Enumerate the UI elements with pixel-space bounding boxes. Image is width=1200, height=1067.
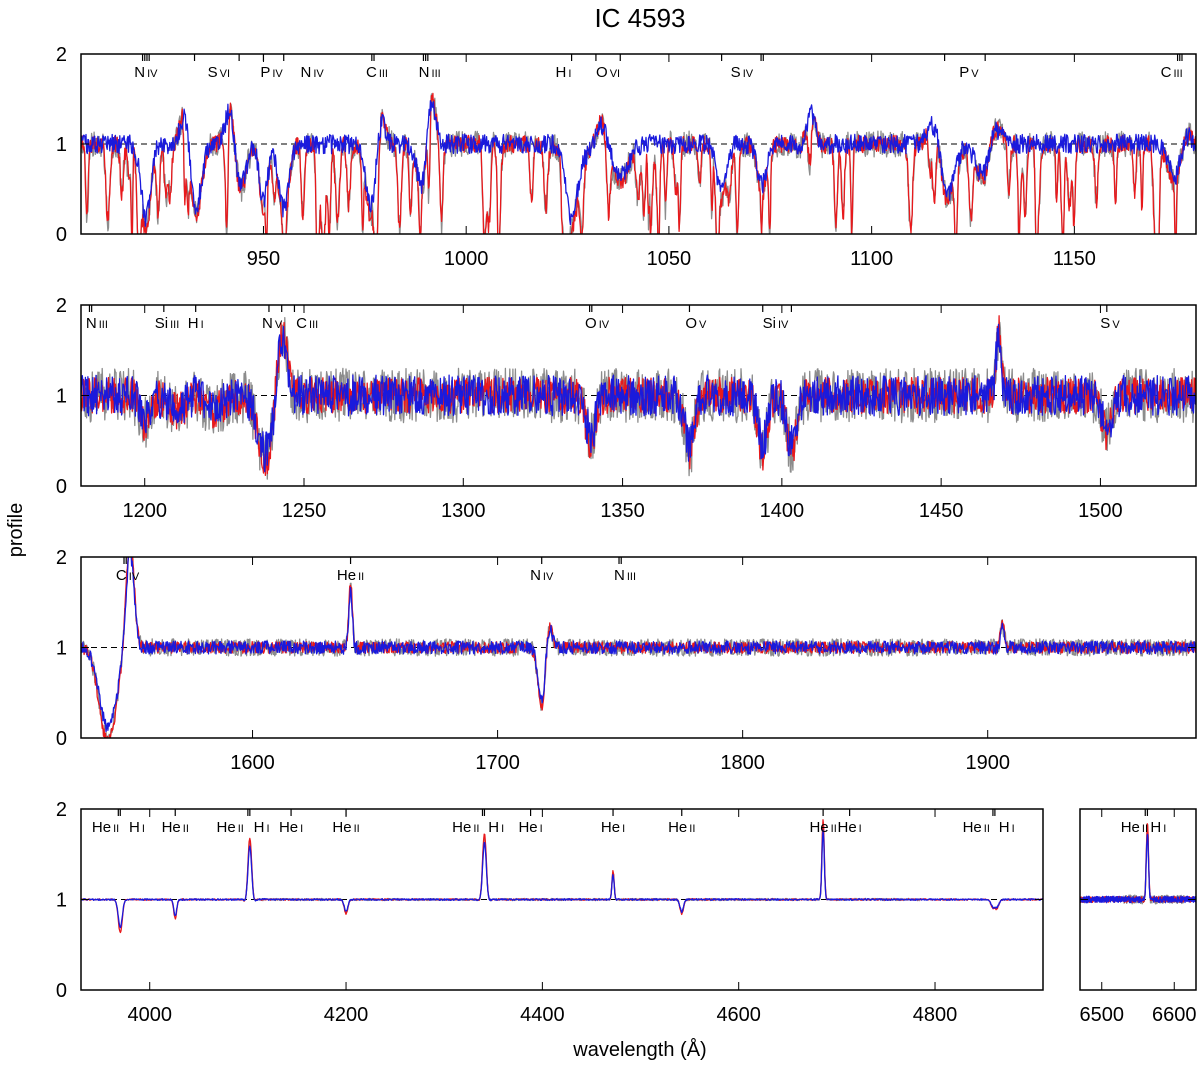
line-label: S VI	[208, 64, 230, 81]
y-tick-label: 1	[56, 134, 67, 156]
line-label: Si IV	[763, 315, 789, 332]
line-label: N IV	[134, 64, 158, 81]
x-tick-label: 4600	[716, 1004, 761, 1026]
x-tick-label: 1800	[720, 752, 765, 774]
line-label: O IV	[585, 315, 610, 332]
x-axis-label: wavelength (Å)	[572, 1038, 706, 1061]
line-label: C III	[366, 64, 388, 81]
series-model-b	[81, 557, 1196, 733]
series-model-b	[81, 323, 1196, 473]
line-label: N III	[86, 315, 108, 332]
x-tick-label: 1500	[1078, 500, 1123, 522]
line-label: O VI	[596, 64, 620, 81]
y-tick-label: 2	[56, 295, 67, 317]
line-label: N III	[614, 567, 636, 584]
y-tick-label: 2	[56, 44, 67, 66]
y-tick-label: 0	[56, 980, 67, 1002]
series-model-a	[81, 92, 1196, 234]
line-label: C III	[1161, 64, 1183, 81]
x-tick-label: 1450	[919, 500, 964, 522]
line-label: He II	[452, 819, 479, 836]
panel-4: 0 1 2 4000 4200 4400 4600 4800 He II H I He II He II H I H…	[56, 799, 1044, 1026]
y-tick-label: 0	[56, 476, 67, 498]
x-tick-label: 4400	[520, 1004, 565, 1026]
panel-3: 0 1 2 1600 1700 1800 1900 C IV He II N IV N III	[56, 547, 1197, 774]
line-label: He I	[279, 819, 303, 836]
x-tick-label: 6600	[1152, 1004, 1197, 1026]
line-label: He II	[217, 819, 244, 836]
line-label: Si III	[155, 315, 180, 332]
series-model-a	[81, 819, 1043, 934]
x-tick-label: 1200	[122, 500, 167, 522]
y-tick-label: 2	[56, 799, 67, 821]
x-tick-label: 1600	[230, 752, 275, 774]
y-tick-label: 2	[56, 547, 67, 569]
panel-1: 0 1 2 950 1000 1050 1100 1150 N IV S VI P IV N IV C III N I…	[56, 44, 1197, 270]
line-label: C IV	[116, 567, 140, 584]
x-tick-label: 1700	[475, 752, 520, 774]
y-tick-label: 1	[56, 638, 67, 660]
line-label: He I	[601, 819, 625, 836]
x-tick-label: 1100	[850, 248, 893, 270]
line-label: He I	[518, 819, 542, 836]
x-tick-label: 1050	[647, 248, 692, 270]
y-axis-label: profile	[5, 503, 27, 557]
panel-2: 0 1 2 1200 1250 1300 1350 1400 1450 1500 N III Si III…	[56, 295, 1197, 522]
y-tick-label: 0	[56, 224, 67, 246]
x-tick-label: 950	[247, 248, 280, 270]
chart-title: IC 4593	[594, 3, 685, 33]
line-label: C III	[296, 315, 318, 332]
y-tick-label: 1	[56, 890, 67, 912]
line-label: He II	[92, 819, 119, 836]
line-label: He I	[837, 819, 861, 836]
line-label: He II	[162, 819, 189, 836]
series-observation	[81, 93, 1196, 234]
line-label: He II	[1121, 819, 1148, 836]
line-label: He II	[668, 819, 695, 836]
x-tick-label: 1300	[441, 500, 486, 522]
x-tick-label: 1150	[1053, 248, 1096, 270]
line-label: P IV	[260, 64, 283, 81]
x-tick-label: 6500	[1080, 1004, 1125, 1026]
x-tick-label: 1400	[760, 500, 805, 522]
x-tick-label: 1000	[444, 248, 489, 270]
x-tick-label: 4800	[913, 1004, 958, 1026]
panel-5: 6500 6600 He II H I	[1079, 808, 1197, 1026]
y-tick-label: 1	[56, 386, 67, 408]
series-model-b	[81, 100, 1196, 227]
line-label: S IV	[731, 64, 754, 81]
x-tick-label: 1900	[965, 752, 1010, 774]
line-label: N IV	[300, 64, 324, 81]
series-model-b	[1080, 833, 1196, 904]
line-label: He II	[332, 819, 359, 836]
y-tick-label: 0	[56, 728, 67, 750]
x-tick-label: 4200	[324, 1004, 369, 1026]
series-observation	[1122, 823, 1186, 905]
line-label: He II	[963, 819, 990, 836]
line-label: He II	[337, 567, 364, 584]
x-tick-label: 1250	[282, 500, 327, 522]
line-label: He II	[809, 819, 836, 836]
series-model-b	[81, 829, 1043, 929]
x-tick-label: 4000	[127, 1004, 172, 1026]
line-label: N III	[419, 64, 441, 81]
x-tick-label: 1350	[600, 500, 645, 522]
line-label: N IV	[530, 567, 554, 584]
